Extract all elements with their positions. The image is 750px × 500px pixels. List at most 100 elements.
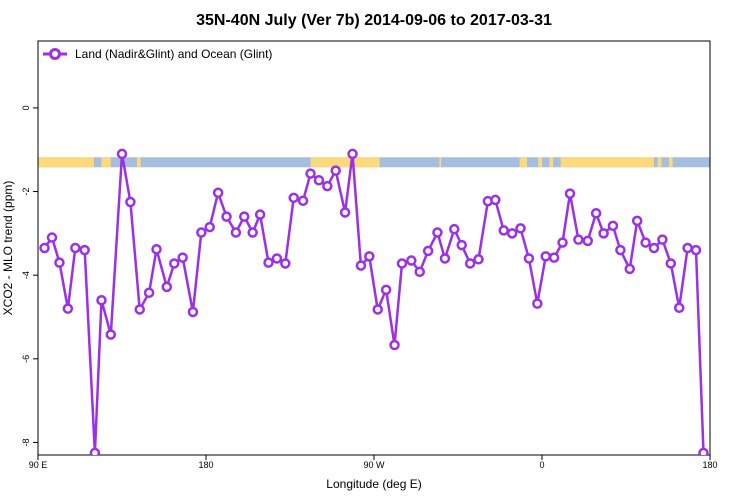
data-point (134, 304, 145, 315)
data-point (125, 196, 136, 208)
data-point (590, 208, 602, 219)
data-point (187, 306, 199, 318)
data-point (640, 237, 651, 248)
x-tick-label: 0 (539, 460, 544, 470)
land-band-segment (439, 157, 442, 168)
data-point (449, 223, 460, 235)
data-point (254, 209, 266, 220)
data-point (221, 211, 232, 222)
land-band-segment (38, 157, 94, 168)
data-point (116, 148, 128, 160)
land-band-segment (657, 157, 662, 168)
data-point (347, 148, 358, 160)
land-band-segment (538, 157, 542, 168)
legend: Land (Nadir&Glint) and Ocean (Glint) (43, 47, 272, 61)
data-point (372, 304, 383, 315)
data-point (313, 175, 325, 186)
data-point (263, 257, 274, 268)
data-point (624, 263, 635, 275)
data-point (96, 295, 107, 306)
x-axis-ticks: 90 E 180 90 W 0 180 (29, 455, 718, 470)
data-point (380, 284, 392, 296)
data-point (515, 223, 526, 234)
data-point (598, 228, 609, 239)
data-point (389, 339, 400, 351)
data-point (212, 187, 224, 199)
data-point (548, 252, 560, 263)
data-point (414, 266, 425, 278)
x-tick-label: 180 (702, 460, 717, 470)
legend-marker-icon (49, 48, 61, 60)
data-point (698, 447, 709, 455)
data-point (239, 211, 250, 222)
data-point (204, 221, 215, 233)
y-tick-label: -4 (21, 271, 31, 279)
land-band-segment (519, 157, 528, 168)
plot-frame (37, 40, 711, 456)
data-point (143, 287, 155, 298)
data-point (271, 253, 283, 264)
data-point (406, 255, 417, 266)
data-point (532, 298, 543, 309)
data-point (464, 258, 476, 269)
data-point (322, 180, 333, 192)
surface-type-band (38, 157, 710, 168)
x-tick-label: 90 W (363, 460, 385, 470)
data-point (339, 207, 351, 218)
data-point (490, 194, 501, 206)
data-point (665, 258, 677, 269)
data-point (439, 253, 451, 264)
land-band-segment (560, 157, 654, 168)
data-point (456, 239, 467, 251)
data-point (280, 258, 291, 269)
data-point (396, 258, 408, 269)
data-point (288, 192, 299, 204)
data-point (89, 447, 101, 455)
data-point (79, 244, 90, 256)
data-point (105, 329, 117, 340)
data-point (682, 242, 693, 254)
data-point (557, 237, 568, 248)
data-point (673, 302, 685, 314)
data-point (473, 254, 484, 265)
data-point (196, 227, 207, 238)
data-point (432, 227, 443, 238)
data-point (631, 215, 643, 227)
series-line (43, 152, 705, 455)
data-point (607, 220, 619, 232)
data-point (161, 281, 173, 293)
data-point (523, 253, 535, 264)
data-point (169, 258, 180, 269)
data-point (615, 244, 626, 256)
data-point (657, 234, 668, 245)
data-point (506, 228, 518, 239)
data-point (330, 165, 341, 176)
land-band-segment (136, 157, 141, 168)
y-axis-ticks: 0 -2 -4 -6 -8 (21, 105, 38, 446)
y-tick-label: -8 (21, 438, 31, 446)
data-point (297, 195, 309, 206)
data-point (62, 303, 74, 314)
data-point (230, 227, 242, 238)
x-axis-label: Longitude (deg E) (326, 477, 421, 491)
data-point (564, 188, 576, 199)
chart-title: 35N-40N July (Ver 7b) 2014-09-06 to 2017… (196, 12, 552, 29)
y-tick-label: -6 (21, 355, 31, 363)
data-point (573, 234, 584, 245)
data-point (690, 244, 702, 256)
data-point (305, 168, 316, 179)
data-point (355, 260, 367, 271)
data-point (70, 242, 81, 254)
y-axis-label: XCO2 - MLO trend (ppm) (1, 181, 15, 316)
data-point (46, 232, 58, 243)
land-band-segment (101, 157, 111, 168)
land-band-segment (549, 157, 554, 168)
y-tick-label: 0 (21, 105, 31, 110)
data-point (498, 225, 509, 236)
data-point (582, 235, 593, 247)
y-tick-label: -2 (21, 188, 31, 196)
data-point (39, 242, 50, 254)
land-band-segment (310, 157, 380, 168)
data-point (54, 257, 65, 268)
